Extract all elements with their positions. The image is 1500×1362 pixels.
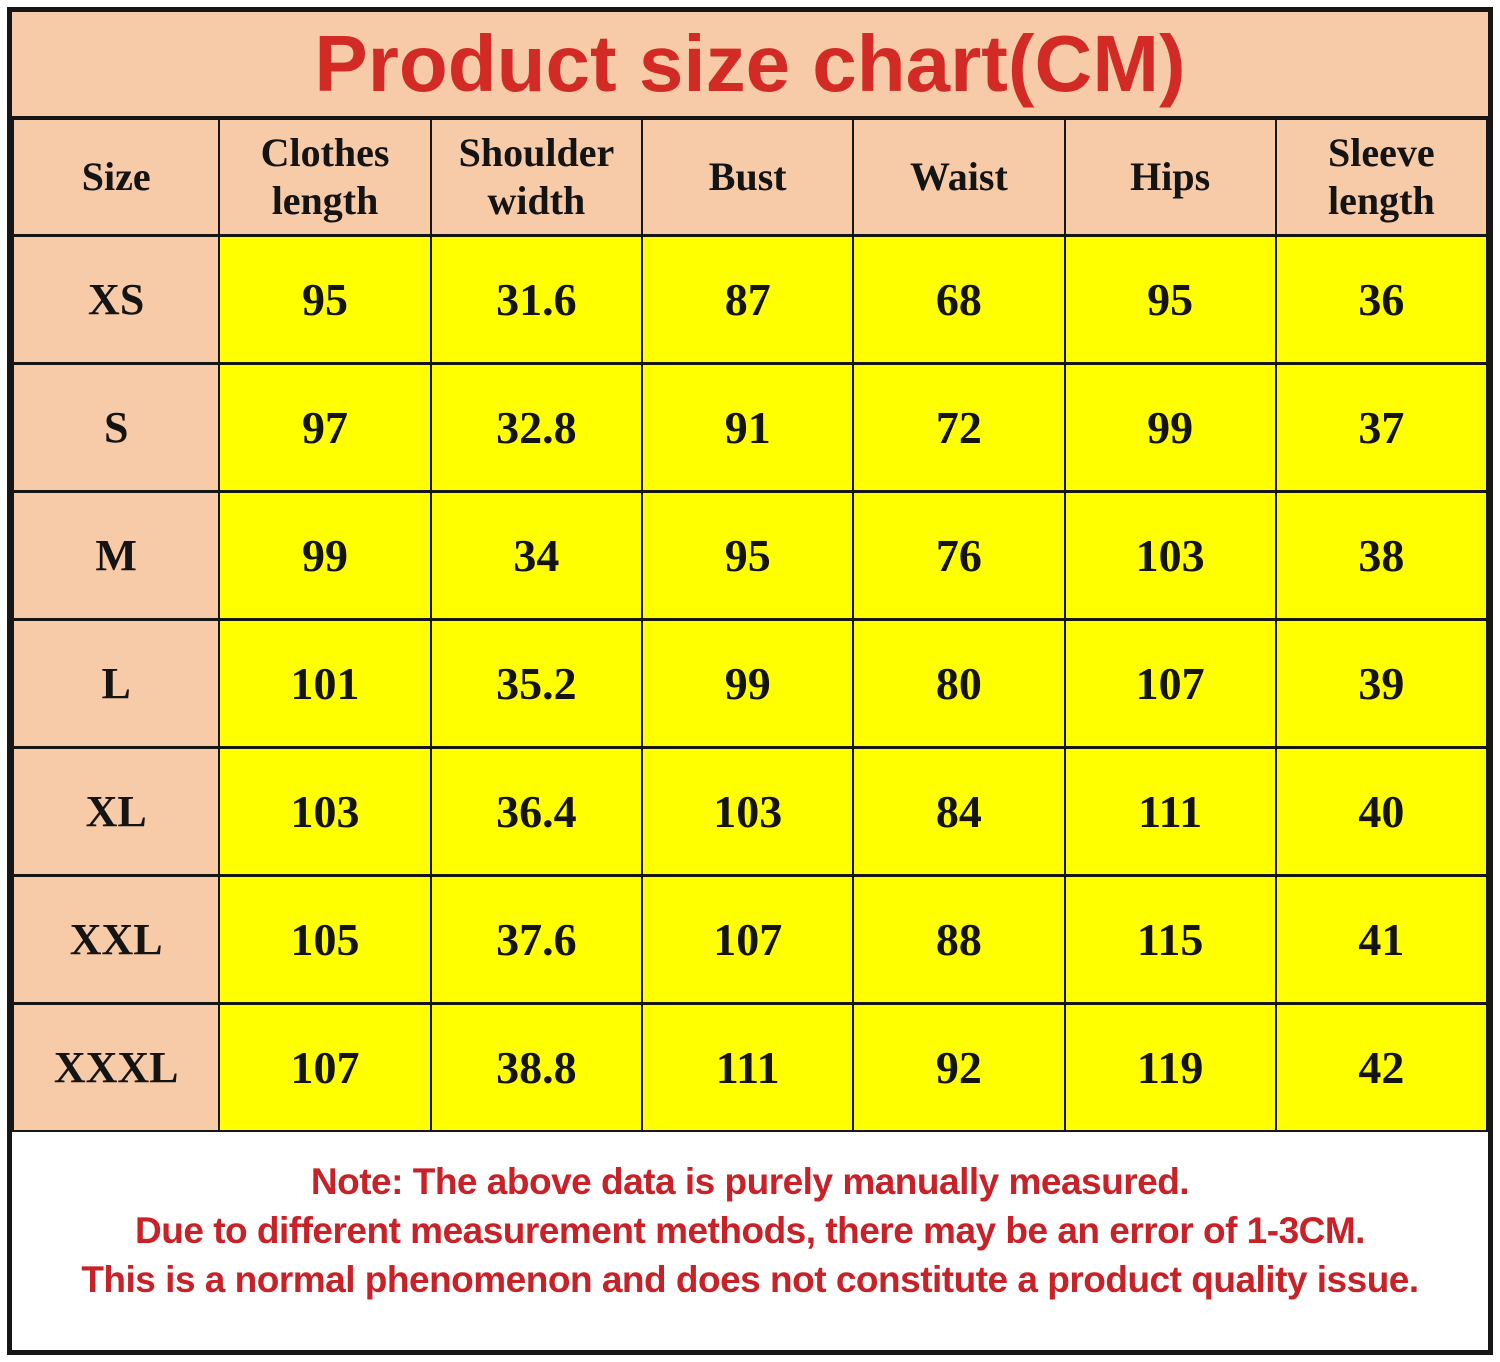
size-chart: Product size chart(CM) Size Clothes leng… [7,7,1493,1355]
page-title: Product size chart(CM) [12,12,1488,118]
table-row-m: M 99 34 95 76 103 38 [11,490,1489,620]
cell-waist: 76 [852,490,1066,620]
row-header-size: XXL [11,874,221,1004]
cell-sleeve-length: 42 [1274,1002,1489,1132]
cell-bust: 91 [641,362,855,492]
row-header-size: XS [11,234,221,364]
measurement-note: Note: The above data is purely manually … [12,1132,1488,1350]
column-header-clothes-length: Clothes length [218,118,432,236]
table-row-xxl: XXL 105 37.6 107 88 115 41 [11,874,1489,1004]
cell-clothes-length: 107 [218,1002,432,1132]
table-row-xl: XL 103 36.4 103 84 111 40 [11,746,1489,876]
cell-sleeve-length: 36 [1274,234,1489,364]
note-line-2: Due to different measurement methods, th… [135,1209,1365,1251]
cell-bust: 87 [641,234,855,364]
cell-waist: 72 [852,362,1066,492]
table-row-xxxl: XXXL 107 38.8 111 92 119 42 [11,1002,1489,1132]
cell-hips: 95 [1063,234,1277,364]
cell-shoulder-width: 37.6 [429,874,644,1004]
cell-hips: 115 [1063,874,1277,1004]
cell-bust: 99 [641,618,855,748]
cell-shoulder-width: 35.2 [429,618,644,748]
cell-bust: 103 [641,746,855,876]
header-row: Size Clothes length Shoulder width Bust … [11,118,1489,236]
cell-sleeve-length: 39 [1274,618,1489,748]
cell-clothes-length: 99 [218,490,432,620]
cell-bust: 111 [641,1002,855,1132]
cell-waist: 68 [852,234,1066,364]
column-header-shoulder-width: Shoulder width [429,118,644,236]
cell-clothes-length: 103 [218,746,432,876]
table-row-l: L 101 35.2 99 80 107 39 [11,618,1489,748]
column-header-size: Size [11,118,221,236]
cell-waist: 84 [852,746,1066,876]
table-row-xs: XS 95 31.6 87 68 95 36 [11,234,1489,364]
column-header-bust: Bust [641,118,855,236]
cell-waist: 88 [852,874,1066,1004]
cell-clothes-length: 105 [218,874,432,1004]
cell-shoulder-width: 36.4 [429,746,644,876]
cell-sleeve-length: 38 [1274,490,1489,620]
column-header-sleeve-length: Sleeve length [1274,118,1489,236]
cell-clothes-length: 101 [218,618,432,748]
table-row-s: S 97 32.8 91 72 99 37 [11,362,1489,492]
note-line-1: Note: The above data is purely manually … [310,1161,1190,1202]
note-line-3: This is a normal phenomenon and does not… [81,1258,1419,1300]
cell-waist: 92 [852,1002,1066,1132]
cell-shoulder-width: 31.6 [429,234,644,364]
cell-hips: 103 [1063,490,1277,620]
cell-hips: 99 [1063,362,1277,492]
cell-waist: 80 [852,618,1066,748]
cell-bust: 95 [641,490,855,620]
cell-shoulder-width: 34 [429,490,644,620]
cell-clothes-length: 95 [218,234,432,364]
cell-sleeve-length: 37 [1274,362,1489,492]
row-header-size: L [11,618,221,748]
size-table: Size Clothes length Shoulder width Bust … [11,118,1489,1132]
cell-sleeve-length: 41 [1274,874,1489,1004]
row-header-size: S [11,362,221,492]
cell-bust: 107 [641,874,855,1004]
cell-shoulder-width: 38.8 [429,1002,644,1132]
column-header-hips: Hips [1063,118,1277,236]
cell-hips: 119 [1063,1002,1277,1132]
cell-shoulder-width: 32.8 [429,362,644,492]
column-header-waist: Waist [852,118,1066,236]
row-header-size: XL [11,746,221,876]
cell-clothes-length: 97 [218,362,432,492]
cell-hips: 107 [1063,618,1277,748]
row-header-size: XXXL [11,1002,221,1132]
cell-sleeve-length: 40 [1274,746,1489,876]
row-header-size: M [11,490,221,620]
cell-hips: 111 [1063,746,1277,876]
